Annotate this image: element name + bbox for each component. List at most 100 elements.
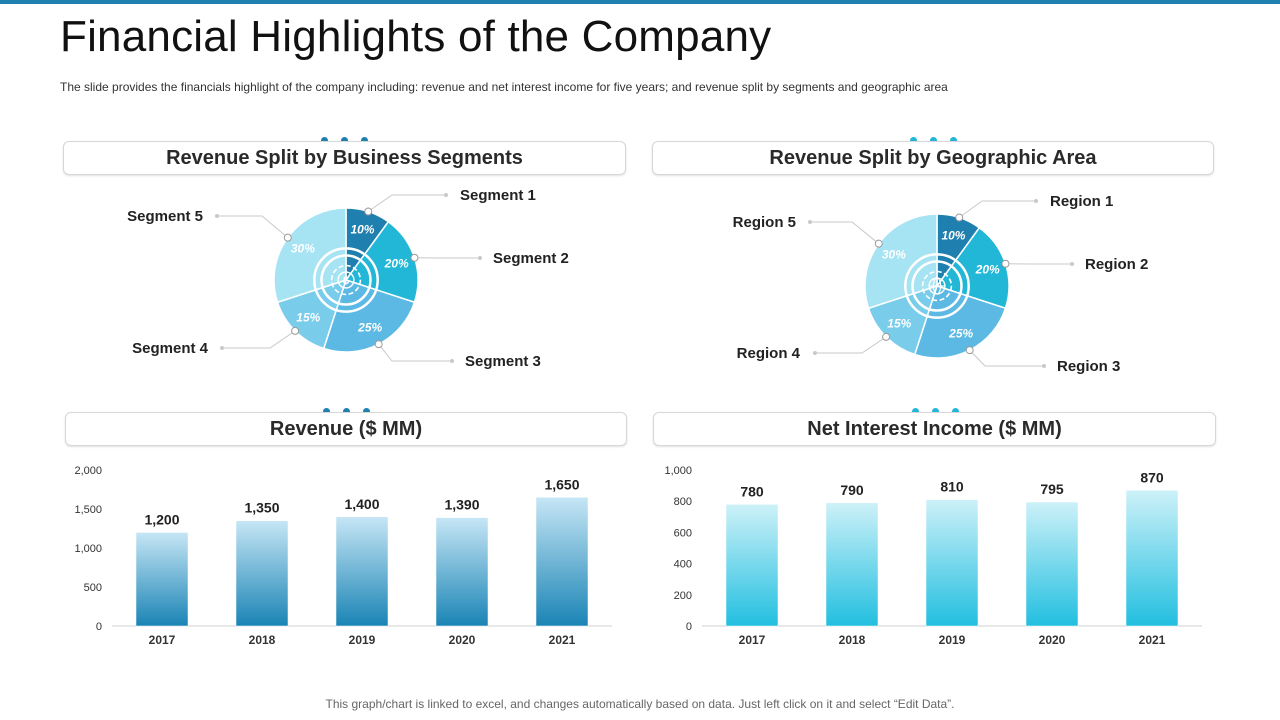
- geographic-leader-end: [1034, 199, 1038, 203]
- geographic-category-label: Region 1: [1050, 193, 1113, 210]
- revenue-y-tick-label: 1,500: [74, 504, 102, 516]
- geographic-leader-line: [969, 349, 1044, 367]
- revenue-y-tick-label: 2,000: [74, 465, 102, 477]
- geographic-leader-dot: [955, 213, 964, 222]
- segments-leader-line: [378, 343, 452, 362]
- geographic-panel-title: Revenue Split by Geographic Area: [652, 141, 1214, 175]
- revenue-x-tick-label: 2021: [549, 633, 576, 647]
- segments-category-label: Segment 4: [132, 340, 209, 357]
- revenue-value-label: 1,650: [544, 476, 579, 492]
- net-interest-value-label: 780: [740, 483, 764, 499]
- footer-note: This graph/chart is linked to excel, and…: [325, 697, 955, 711]
- net-interest-bar[interactable]: [725, 504, 779, 627]
- net-interest-value-label: 795: [1040, 481, 1064, 497]
- net-interest-value-label: 790: [840, 482, 864, 498]
- net-interest-bar[interactable]: [925, 499, 979, 627]
- panel-dots: [323, 408, 370, 416]
- revenue-y-tick-label: 500: [84, 582, 102, 594]
- segments-leader-end: [478, 256, 482, 260]
- net-interest-x-tick-label: 2018: [839, 633, 866, 647]
- globe-icon: [921, 270, 953, 302]
- panel-dots: [321, 137, 368, 145]
- segments-leader-dot: [283, 233, 292, 242]
- segments-leader-line: [217, 215, 289, 239]
- dollar-coin-icon: $: [330, 264, 362, 296]
- net-interest-x-tick-label: 2020: [1039, 633, 1066, 647]
- geographic-leader-end: [808, 220, 812, 224]
- geographic-leader-end: [1042, 364, 1046, 368]
- revenue-y-tick-label: 1,000: [74, 543, 102, 555]
- net-interest-x-tick-label: 2017: [739, 633, 766, 647]
- geographic-percent-label: 30%: [882, 248, 906, 262]
- revenue-bar[interactable]: [235, 520, 289, 627]
- geographic-leader-line: [958, 200, 1036, 218]
- segments-leader-dot: [410, 253, 419, 262]
- geographic-percent-label: 20%: [975, 263, 1000, 277]
- segments-leader-end: [220, 346, 224, 350]
- net-interest-y-tick-label: 800: [674, 496, 692, 508]
- geographic-category-label: Region 5: [733, 214, 796, 231]
- geographic-inner-ring: [904, 253, 970, 319]
- geographic-leader-dot: [965, 346, 974, 355]
- panel-dots: [910, 137, 957, 145]
- segments-category-label: Segment 3: [465, 353, 541, 370]
- panel-dots: [912, 408, 959, 416]
- net-interest-y-tick-label: 200: [674, 590, 692, 602]
- revenue-x-tick-label: 2017: [149, 633, 176, 647]
- page-title: Financial Highlights of the Company: [60, 12, 772, 61]
- segments-leader-dot: [291, 326, 300, 335]
- segments-percent-label: 25%: [357, 320, 382, 334]
- net-interest-y-tick-label: 1,000: [664, 465, 692, 477]
- revenue-value-label: 1,390: [444, 497, 479, 513]
- segments-leader-end: [450, 359, 454, 363]
- top-accent-bar: [0, 0, 1280, 4]
- net-interest-y-tick-label: 400: [674, 559, 692, 571]
- segments-percent-label: 10%: [350, 222, 374, 236]
- geographic-leader-dot: [874, 239, 883, 248]
- revenue-bar[interactable]: [335, 516, 389, 627]
- segments-category-label: Segment 5: [127, 208, 203, 225]
- net-interest-value-label: 870: [1140, 469, 1164, 485]
- segments-percent-label: 15%: [296, 311, 320, 325]
- revenue-x-tick-label: 2019: [349, 633, 376, 647]
- segments-inner-ring: [313, 247, 379, 313]
- geographic-leader-dot: [882, 332, 891, 341]
- segments-panel-title: Revenue Split by Business Segments: [63, 141, 626, 175]
- geographic-category-label: Region 4: [737, 345, 801, 362]
- geographic-category-label: Region 2: [1085, 256, 1148, 273]
- segments-leader-end: [444, 193, 448, 197]
- revenue-bar[interactable]: [535, 497, 589, 627]
- revenue-y-tick-label: 0: [96, 621, 102, 633]
- geographic-inner-ring: [911, 260, 963, 312]
- revenue-panel-title: Revenue ($ MM): [65, 412, 627, 446]
- net-interest-panel-title: Net Interest Income ($ MM): [653, 412, 1216, 446]
- revenue-x-tick-label: 2018: [249, 633, 276, 647]
- geographic-leader-line: [810, 221, 880, 245]
- geographic-percent-label: 25%: [948, 326, 973, 340]
- net-interest-x-tick-label: 2021: [1139, 633, 1166, 647]
- net-interest-bar[interactable]: [1025, 501, 1079, 627]
- revenue-value-label: 1,200: [144, 511, 179, 527]
- segments-percent-label: 30%: [291, 242, 315, 256]
- net-interest-y-tick-label: 600: [674, 527, 692, 539]
- segments-percent-label: 20%: [384, 257, 409, 271]
- net-interest-bar[interactable]: [825, 502, 879, 627]
- segments-leader-line: [222, 330, 296, 349]
- segments-leader-end: [215, 214, 219, 218]
- geographic-leader-line: [815, 336, 887, 354]
- geographic-leader-end: [1070, 262, 1074, 266]
- geographic-leader-end: [813, 351, 817, 355]
- revenue-x-tick-label: 2020: [449, 633, 476, 647]
- net-interest-value-label: 810: [940, 479, 964, 495]
- revenue-bar[interactable]: [135, 532, 189, 627]
- revenue-bar[interactable]: [435, 517, 489, 627]
- page-subtitle: The slide provides the financials highli…: [60, 80, 948, 94]
- net-interest-bar[interactable]: [1125, 490, 1179, 627]
- segments-leader-line: [367, 194, 446, 212]
- segments-category-label: Segment 2: [493, 250, 569, 267]
- revenue-value-label: 1,400: [344, 496, 379, 512]
